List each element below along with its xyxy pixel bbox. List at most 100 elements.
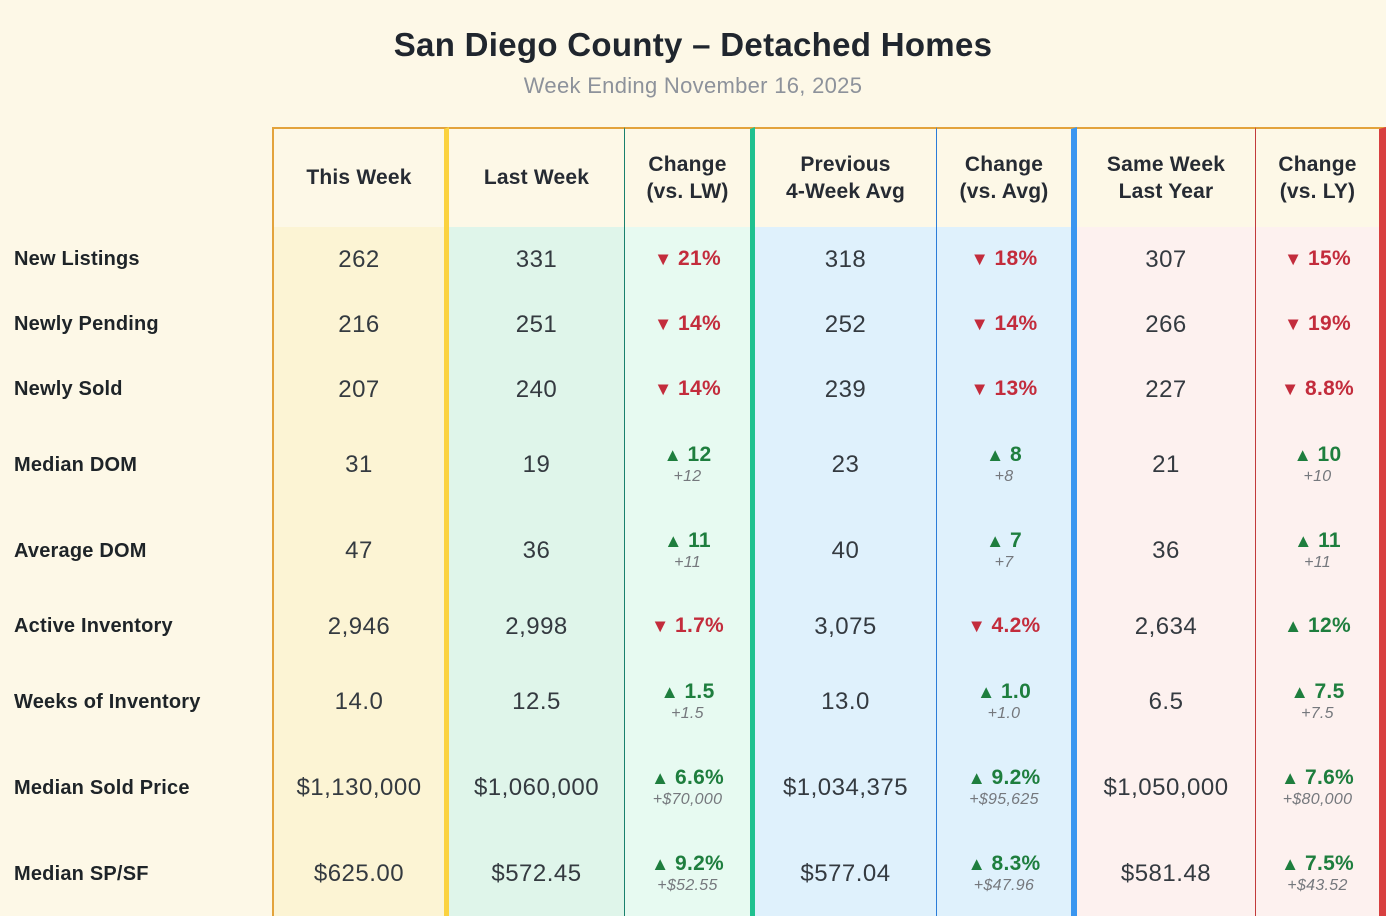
- change-cell-change-vs-avg: ▲ 1.0 +1.0: [937, 659, 1077, 745]
- down-arrow-icon: ▼: [967, 615, 992, 637]
- value-cell-same-week-ly: 266: [1077, 292, 1256, 357]
- up-arrow-icon: ▲: [976, 681, 1001, 703]
- change-value: ▲ 6.6%: [650, 766, 725, 790]
- change-value: ▲ 8: [986, 443, 1022, 467]
- change-value: ▼ 19%: [1284, 312, 1351, 336]
- change-subvalue: +7.5: [1301, 704, 1334, 722]
- row-label: Median SP/SF: [14, 862, 149, 885]
- change-cell-change-vs-lw: ▲ 12 +12: [625, 422, 755, 508]
- change-cell-change-vs-ly: ▼ 19%: [1256, 292, 1386, 357]
- up-arrow-icon: ▲: [650, 767, 675, 789]
- corner-cell: [0, 127, 272, 227]
- column-header-change-vs-ly: Change (vs. LY): [1256, 127, 1386, 227]
- change-value: ▲ 12%: [1284, 614, 1351, 638]
- change-cell-change-vs-avg: ▲ 7 +7: [937, 508, 1077, 594]
- value-cell-this-week: 47: [272, 508, 449, 594]
- value-cell-last-week: $572.45: [449, 831, 625, 916]
- value-cell-prev-4wk-avg: 239: [755, 357, 937, 422]
- change-cell-change-vs-avg: ▼ 14%: [937, 292, 1077, 357]
- change-subvalue: +$52.55: [657, 876, 718, 894]
- down-arrow-icon: ▼: [1280, 378, 1305, 400]
- value-cell-same-week-ly: 36: [1077, 508, 1256, 594]
- change-cell-change-vs-avg: ▲ 8.3% +$47.96: [937, 831, 1077, 916]
- change-subvalue: +$80,000: [1282, 790, 1353, 808]
- value-cell-same-week-ly: 307: [1077, 227, 1256, 292]
- up-arrow-icon: ▲: [986, 530, 1011, 552]
- up-arrow-icon: ▲: [1284, 615, 1309, 637]
- up-arrow-icon: ▲: [664, 530, 689, 552]
- row-label: Median DOM: [14, 453, 138, 476]
- change-subvalue: +8: [994, 467, 1014, 485]
- page-subtitle: Week Ending November 16, 2025: [523, 73, 863, 98]
- value-cell-last-week: 251: [449, 292, 625, 357]
- value-cell-this-week: 216: [272, 292, 449, 357]
- value-cell-this-week: 262: [272, 227, 449, 292]
- up-arrow-icon: ▲: [1280, 767, 1305, 789]
- row-label: Median Sold Price: [14, 776, 190, 799]
- value-cell-last-week: $1,060,000: [449, 745, 625, 831]
- row-label: New Listings: [14, 248, 140, 270]
- change-value: ▲ 11: [664, 529, 711, 553]
- up-arrow-icon: ▲: [986, 444, 1011, 466]
- down-arrow-icon: ▼: [650, 615, 675, 637]
- change-value: ▼ 14%: [970, 312, 1038, 336]
- change-cell-change-vs-lw: ▲ 9.2% +$52.55: [625, 831, 755, 916]
- value-cell-same-week-ly: 21: [1077, 422, 1256, 508]
- change-cell-change-vs-avg: ▲ 9.2% +$95,625: [937, 745, 1077, 831]
- down-arrow-icon: ▼: [654, 313, 679, 335]
- change-value: ▼ 18%: [970, 247, 1038, 271]
- change-subvalue: +$95,625: [969, 790, 1039, 808]
- change-value: ▲ 8.3%: [967, 852, 1041, 876]
- change-cell-change-vs-ly: ▼ 8.8%: [1256, 357, 1386, 422]
- change-value: ▲ 10: [1293, 443, 1342, 467]
- change-cell-change-vs-ly: ▲ 7.5 +7.5: [1256, 659, 1386, 745]
- change-value: ▼ 14%: [654, 312, 721, 336]
- value-cell-prev-4wk-avg: 23: [755, 422, 937, 508]
- up-arrow-icon: ▲: [1294, 530, 1319, 552]
- change-value: ▲ 7.5%: [1280, 852, 1355, 876]
- down-arrow-icon: ▼: [970, 313, 995, 335]
- row-label: Newly Pending: [14, 313, 159, 335]
- value-cell-this-week: 14.0: [272, 659, 449, 745]
- value-cell-same-week-ly: $581.48: [1077, 831, 1256, 916]
- change-cell-change-vs-avg: ▼ 18%: [937, 227, 1077, 292]
- change-value: ▼ 1.7%: [650, 614, 725, 638]
- value-cell-last-week: 331: [449, 227, 625, 292]
- change-cell-change-vs-lw: ▼ 1.7%: [625, 594, 755, 659]
- column-header-same-week-ly: Same Week Last Year: [1077, 127, 1256, 227]
- change-cell-change-vs-avg: ▲ 8 +8: [937, 422, 1077, 508]
- column-header-prev-4wk-avg: Previous 4-Week Avg: [755, 127, 937, 227]
- change-value: ▼ 14%: [654, 377, 721, 401]
- up-arrow-icon: ▲: [663, 444, 688, 466]
- change-value: ▲ 7.5: [1290, 680, 1345, 704]
- change-cell-change-vs-ly: ▲ 7.5% +$43.52: [1256, 831, 1386, 916]
- value-cell-same-week-ly: 6.5: [1077, 659, 1256, 745]
- value-cell-prev-4wk-avg: 252: [755, 292, 937, 357]
- value-cell-same-week-ly: 227: [1077, 357, 1256, 422]
- column-header-change-vs-lw: Change (vs. LW): [625, 127, 755, 227]
- value-cell-prev-4wk-avg: 318: [755, 227, 937, 292]
- value-cell-last-week: 2,998: [449, 594, 625, 659]
- change-value: ▲ 12: [663, 443, 712, 467]
- column-header-last-week: Last Week: [449, 127, 625, 227]
- change-subvalue: +10: [1303, 467, 1332, 485]
- change-cell-change-vs-lw: ▼ 21%: [625, 227, 755, 292]
- up-arrow-icon: ▲: [1280, 853, 1305, 875]
- change-value: ▲ 9.2%: [650, 852, 725, 876]
- value-cell-this-week: $1,130,000: [272, 745, 449, 831]
- value-cell-this-week: 31: [272, 422, 449, 508]
- row-label: Average DOM: [14, 539, 147, 562]
- up-arrow-icon: ▲: [1290, 681, 1315, 703]
- column-header-this-week: This Week: [272, 127, 449, 227]
- down-arrow-icon: ▼: [654, 248, 679, 270]
- data-table: This Week Last Week Change (vs. LW) Prev…: [0, 127, 1386, 916]
- change-subvalue: +11: [1304, 553, 1331, 571]
- value-cell-prev-4wk-avg: 3,075: [755, 594, 937, 659]
- change-value: ▲ 11: [1294, 529, 1341, 553]
- value-cell-prev-4wk-avg: 13.0: [755, 659, 937, 745]
- value-cell-last-week: 240: [449, 357, 625, 422]
- change-cell-change-vs-lw: ▲ 6.6% +$70,000: [625, 745, 755, 831]
- change-cell-change-vs-lw: ▼ 14%: [625, 292, 755, 357]
- up-arrow-icon: ▲: [650, 853, 675, 875]
- page-title: San Diego County – Detached Homes: [393, 26, 993, 63]
